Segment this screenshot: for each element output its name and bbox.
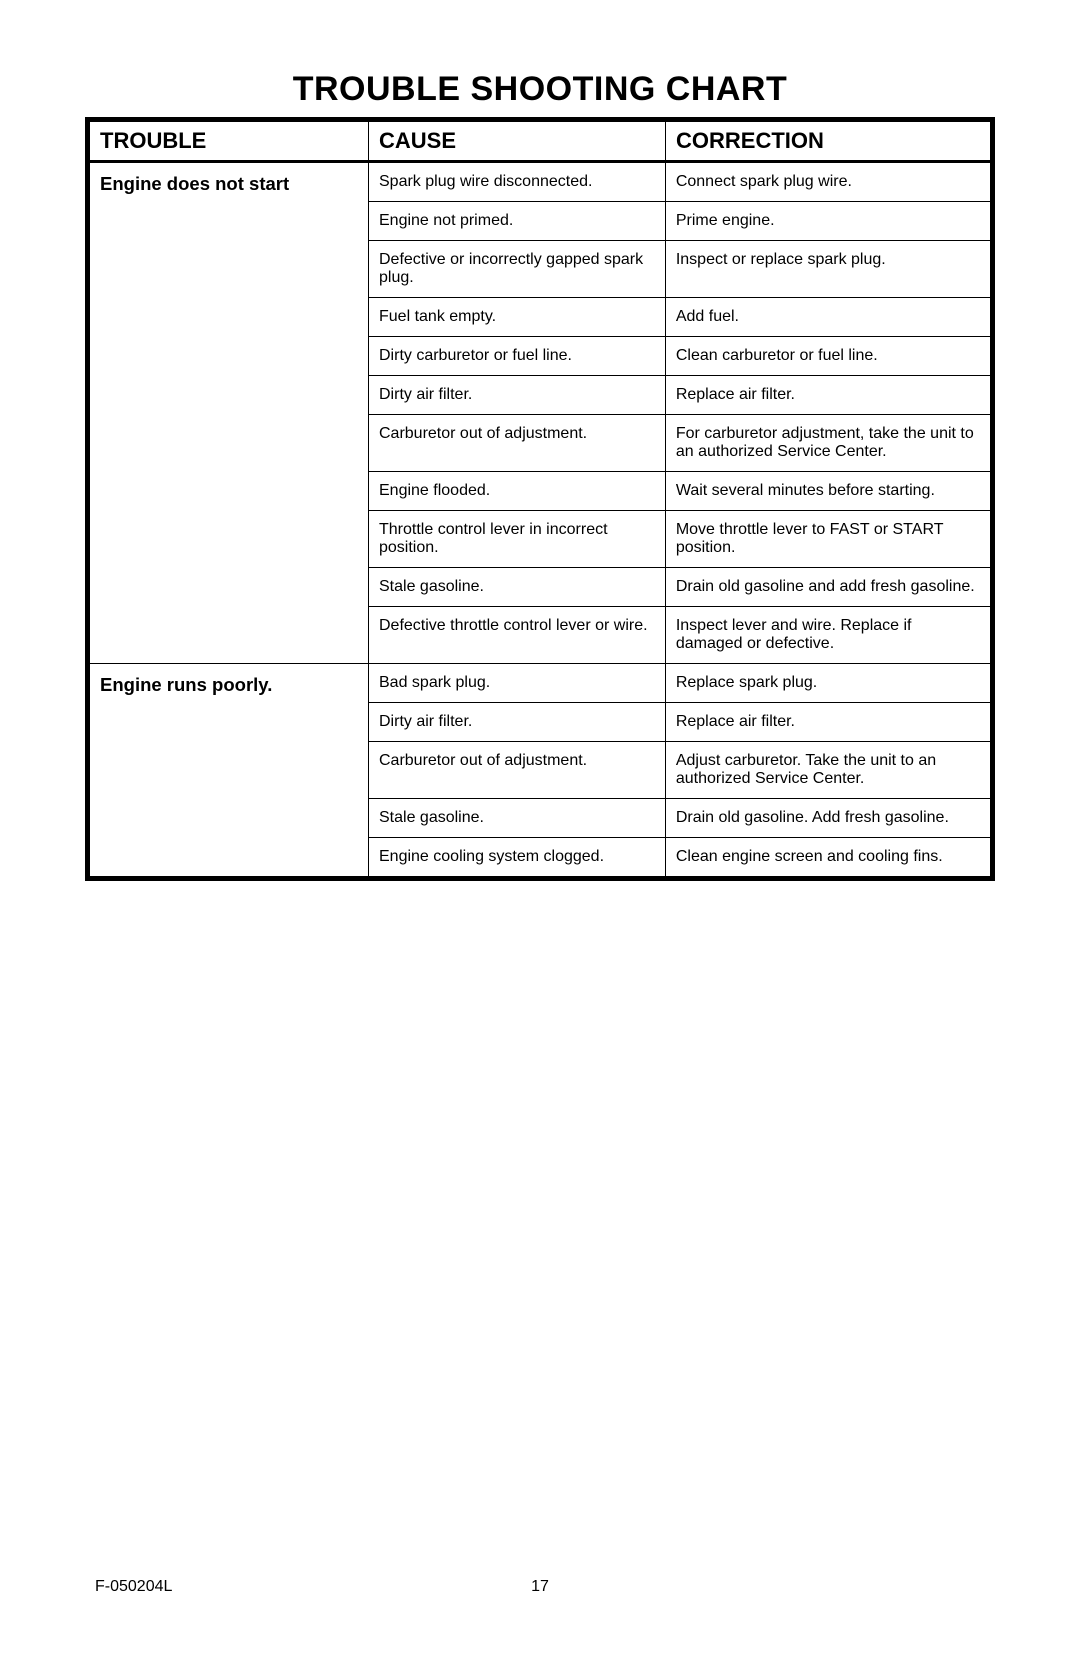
correction-cell: Prime engine. <box>666 202 990 240</box>
table-row: Defective or incorrectly gapped spark pl… <box>369 240 990 297</box>
cause-cell: Stale gasoline. <box>369 568 666 606</box>
correction-cell: Wait several minutes before starting. <box>666 472 990 510</box>
cause-cell: Dirty carburetor or fuel line. <box>369 337 666 375</box>
correction-cell: Clean carburetor or fuel line. <box>666 337 990 375</box>
table-header-row: TROUBLE CAUSE CORRECTION <box>90 122 990 163</box>
cause-cell: Fuel tank empty. <box>369 298 666 336</box>
correction-cell: Adjust carburetor. Take the unit to an a… <box>666 742 990 798</box>
cause-cell: Bad spark plug. <box>369 664 666 702</box>
table-row: Stale gasoline.Drain old gasoline. Add f… <box>369 798 990 837</box>
trouble-label: Engine runs poorly. <box>90 664 369 876</box>
cause-cell: Stale gasoline. <box>369 799 666 837</box>
correction-cell: Drain old gasoline and add fresh gasolin… <box>666 568 990 606</box>
cause-cell: Defective throttle control lever or wire… <box>369 607 666 663</box>
cause-cell: Dirty air filter. <box>369 376 666 414</box>
table-row: Spark plug wire disconnected.Connect spa… <box>369 163 990 201</box>
trouble-rows: Bad spark plug.Replace spark plug. Dirty… <box>369 664 990 876</box>
header-trouble: TROUBLE <box>90 122 369 160</box>
cause-cell: Engine cooling system clogged. <box>369 838 666 876</box>
table-row: Dirty air filter.Replace air filter. <box>369 702 990 741</box>
correction-cell: For carburetor adjustment, take the unit… <box>666 415 990 471</box>
table-row: Carburetor out of adjustment.For carbure… <box>369 414 990 471</box>
correction-cell: Move throttle lever to FAST or START pos… <box>666 511 990 567</box>
table-row: Stale gasoline.Drain old gasoline and ad… <box>369 567 990 606</box>
table-row: Dirty air filter.Replace air filter. <box>369 375 990 414</box>
table-row: Defective throttle control lever or wire… <box>369 606 990 663</box>
header-cause: CAUSE <box>369 122 666 160</box>
table-row: Fuel tank empty.Add fuel. <box>369 297 990 336</box>
cause-cell: Engine flooded. <box>369 472 666 510</box>
table-row: Dirty carburetor or fuel line.Clean carb… <box>369 336 990 375</box>
cause-cell: Defective or incorrectly gapped spark pl… <box>369 241 666 297</box>
cause-cell: Engine not primed. <box>369 202 666 240</box>
correction-cell: Inspect lever and wire. Replace if damag… <box>666 607 990 663</box>
table-row: Engine not primed.Prime engine. <box>369 201 990 240</box>
page: TROUBLE SHOOTING CHART TROUBLE CAUSE COR… <box>0 0 1080 881</box>
page-number: 17 <box>0 1578 1080 1596</box>
table-row: Engine flooded.Wait several minutes befo… <box>369 471 990 510</box>
cause-cell: Dirty air filter. <box>369 703 666 741</box>
trouble-section: Engine runs poorly. Bad spark plug.Repla… <box>90 663 990 876</box>
cause-cell: Carburetor out of adjustment. <box>369 415 666 471</box>
cause-cell: Throttle control lever in incorrect posi… <box>369 511 666 567</box>
table-row: Engine cooling system clogged.Clean engi… <box>369 837 990 876</box>
table-row: Throttle control lever in incorrect posi… <box>369 510 990 567</box>
page-title: TROUBLE SHOOTING CHART <box>85 70 995 109</box>
correction-cell: Replace spark plug. <box>666 664 990 702</box>
cause-cell: Carburetor out of adjustment. <box>369 742 666 798</box>
correction-cell: Replace air filter. <box>666 376 990 414</box>
correction-cell: Connect spark plug wire. <box>666 163 990 201</box>
troubleshooting-table: TROUBLE CAUSE CORRECTION Engine does not… <box>85 117 995 881</box>
trouble-label: Engine does not start <box>90 163 369 663</box>
correction-cell: Clean engine screen and cooling fins. <box>666 838 990 876</box>
correction-cell: Inspect or replace spark plug. <box>666 241 990 297</box>
trouble-section: Engine does not start Spark plug wire di… <box>90 163 990 663</box>
trouble-rows: Spark plug wire disconnected.Connect spa… <box>369 163 990 663</box>
correction-cell: Add fuel. <box>666 298 990 336</box>
header-correction: CORRECTION <box>666 122 990 160</box>
cause-cell: Spark plug wire disconnected. <box>369 163 666 201</box>
correction-cell: Drain old gasoline. Add fresh gasoline. <box>666 799 990 837</box>
table-row: Carburetor out of adjustment.Adjust carb… <box>369 741 990 798</box>
table-row: Bad spark plug.Replace spark plug. <box>369 664 990 702</box>
correction-cell: Replace air filter. <box>666 703 990 741</box>
